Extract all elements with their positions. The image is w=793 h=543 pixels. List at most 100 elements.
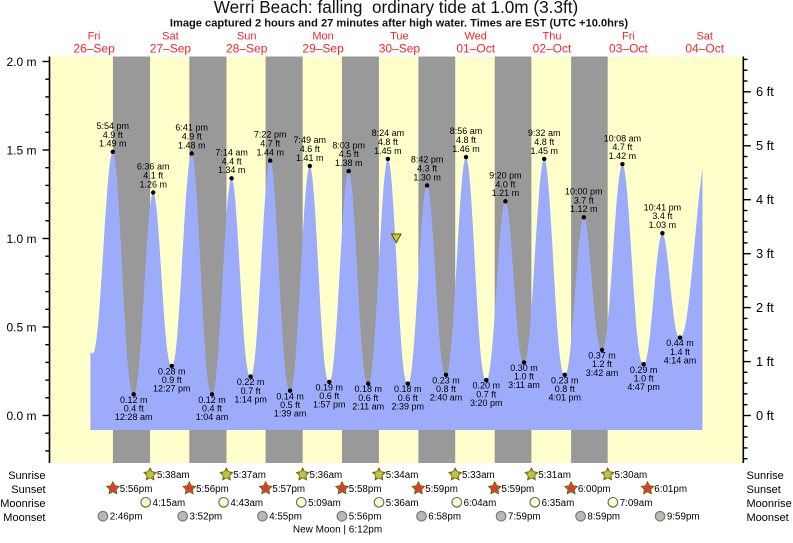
svg-text:Fri: Fri <box>88 31 101 43</box>
svg-text:4.8 ft: 4.8 ft <box>378 137 399 147</box>
svg-text:1.2 ft: 1.2 ft <box>592 359 613 369</box>
svg-text:5:56pm: 5:56pm <box>196 484 229 495</box>
svg-text:0.7 ft: 0.7 ft <box>241 386 262 396</box>
svg-text:1.34 m: 1.34 m <box>218 165 246 175</box>
svg-text:6:04am: 6:04am <box>464 498 497 509</box>
svg-text:Fri: Fri <box>622 31 635 43</box>
svg-text:1.45 m: 1.45 m <box>374 146 402 156</box>
svg-text:12:27 pm: 12:27 pm <box>153 384 191 394</box>
svg-text:5:59pm: 5:59pm <box>425 484 458 495</box>
svg-text:7:09am: 7:09am <box>620 498 653 509</box>
svg-text:4.8 ft: 4.8 ft <box>456 135 477 145</box>
svg-text:4.1 ft: 4.1 ft <box>143 171 164 181</box>
svg-text:6:00pm: 6:00pm <box>578 484 611 495</box>
svg-text:0 ft: 0 ft <box>756 408 774 423</box>
svg-text:1.42 m: 1.42 m <box>609 151 637 161</box>
svg-text:1.38 m: 1.38 m <box>335 158 363 168</box>
svg-text:Sunset: Sunset <box>747 484 781 496</box>
svg-text:0.22 m: 0.22 m <box>237 377 265 387</box>
svg-text:9:32 am: 9:32 am <box>528 128 561 138</box>
svg-text:2:39 pm: 2:39 pm <box>392 401 425 411</box>
svg-text:6:36 am: 6:36 am <box>137 162 170 172</box>
svg-text:01–Oct: 01–Oct <box>456 42 495 56</box>
svg-text:5:57pm: 5:57pm <box>272 484 305 495</box>
svg-text:0.23 m: 0.23 m <box>432 375 460 385</box>
svg-text:5 ft: 5 ft <box>756 138 774 153</box>
svg-text:30–Sep: 30–Sep <box>379 42 421 56</box>
svg-text:7:22 pm: 7:22 pm <box>254 130 287 140</box>
svg-text:5:09am: 5:09am <box>308 498 341 509</box>
svg-text:10:41 pm: 10:41 pm <box>644 202 682 212</box>
svg-text:8:56 am: 8:56 am <box>450 126 483 136</box>
svg-text:9:20 pm: 9:20 pm <box>489 170 522 180</box>
svg-text:10:00 pm: 10:00 pm <box>565 186 603 196</box>
svg-text:Sunrise: Sunrise <box>8 470 45 482</box>
svg-text:4.6 ft: 4.6 ft <box>300 144 321 154</box>
svg-text:4.9 ft: 4.9 ft <box>182 132 203 142</box>
svg-text:12:28 am: 12:28 am <box>115 412 153 422</box>
svg-text:3.4 ft: 3.4 ft <box>652 211 673 221</box>
svg-text:6:58pm: 6:58pm <box>428 512 461 523</box>
svg-text:2.0 m: 2.0 m <box>6 55 36 69</box>
svg-text:5:56pm: 5:56pm <box>349 512 382 523</box>
svg-text:7:59pm: 7:59pm <box>508 512 541 523</box>
svg-text:5:37am: 5:37am <box>233 470 266 481</box>
svg-text:5:36am: 5:36am <box>386 498 419 509</box>
svg-text:29–Sep: 29–Sep <box>302 42 344 56</box>
svg-text:4:14 am: 4:14 am <box>664 355 697 365</box>
svg-text:1.48 m: 1.48 m <box>178 140 206 150</box>
svg-text:4.9 ft: 4.9 ft <box>103 130 124 140</box>
svg-text:7:49 am: 7:49 am <box>294 135 327 145</box>
svg-text:0.8 ft: 0.8 ft <box>436 384 457 394</box>
svg-text:8:59pm: 8:59pm <box>587 512 620 523</box>
svg-text:0.5 m: 0.5 m <box>6 320 36 334</box>
svg-text:Moonrise: Moonrise <box>0 498 45 510</box>
svg-text:5:58pm: 5:58pm <box>349 484 382 495</box>
svg-text:5:34am: 5:34am <box>386 470 419 481</box>
svg-text:0.6 ft: 0.6 ft <box>398 393 419 403</box>
svg-text:4 ft: 4 ft <box>756 192 774 207</box>
svg-text:28–Sep: 28–Sep <box>226 42 268 56</box>
svg-text:2:11 am: 2:11 am <box>352 401 384 411</box>
svg-text:1:04 am: 1:04 am <box>196 412 229 422</box>
svg-text:3:52pm: 3:52pm <box>190 512 223 523</box>
svg-text:5:54 pm: 5:54 pm <box>97 121 130 131</box>
svg-text:Sat: Sat <box>696 31 713 43</box>
svg-text:02–Oct: 02–Oct <box>533 42 572 56</box>
svg-text:8:03 pm: 8:03 pm <box>332 140 365 150</box>
svg-text:Moonset: Moonset <box>3 512 45 524</box>
svg-text:0.30 m: 0.30 m <box>510 363 538 373</box>
svg-text:0.4 ft: 0.4 ft <box>202 404 223 414</box>
svg-text:6:01pm: 6:01pm <box>654 484 687 495</box>
svg-text:4:43am: 4:43am <box>230 498 263 509</box>
svg-text:5:31am: 5:31am <box>538 470 571 481</box>
svg-text:1:57 pm: 1:57 pm <box>313 400 346 410</box>
svg-text:4.4 ft: 4.4 ft <box>222 156 243 166</box>
svg-text:0.12 m: 0.12 m <box>120 395 148 405</box>
svg-text:0.37 m: 0.37 m <box>588 351 616 361</box>
svg-text:0.29 m: 0.29 m <box>630 365 658 375</box>
svg-text:1.03 m: 1.03 m <box>649 220 677 230</box>
svg-text:0.20 m: 0.20 m <box>473 381 501 391</box>
svg-text:0.4 ft: 0.4 ft <box>124 404 145 414</box>
svg-text:4:01 pm: 4:01 pm <box>549 393 582 403</box>
svg-text:4.5 ft: 4.5 ft <box>339 149 360 159</box>
svg-text:0.9 ft: 0.9 ft <box>162 375 183 385</box>
svg-text:Sunset: Sunset <box>11 484 45 496</box>
svg-text:Image captured 2 hours and 27: Image captured 2 hours and 27 minutes af… <box>170 18 628 30</box>
svg-text:6:35am: 6:35am <box>542 498 575 509</box>
svg-text:4.7 ft: 4.7 ft <box>612 142 633 152</box>
svg-text:New Moon | 6:12pm: New Moon | 6:12pm <box>293 525 382 536</box>
svg-text:2:40 am: 2:40 am <box>430 393 463 403</box>
svg-text:Sun: Sun <box>237 31 257 43</box>
svg-text:Sat: Sat <box>162 31 179 43</box>
svg-text:0.0 m: 0.0 m <box>6 409 36 423</box>
svg-text:1.0 ft: 1.0 ft <box>634 373 655 383</box>
svg-text:3:20 pm: 3:20 pm <box>470 398 503 408</box>
svg-text:04–Oct: 04–Oct <box>685 42 724 56</box>
svg-text:5:33am: 5:33am <box>462 470 495 481</box>
svg-text:4.7 ft: 4.7 ft <box>260 139 281 149</box>
svg-text:Wed: Wed <box>464 31 486 43</box>
svg-text:1.30 m: 1.30 m <box>413 172 441 182</box>
svg-text:4.3 ft: 4.3 ft <box>417 163 438 173</box>
